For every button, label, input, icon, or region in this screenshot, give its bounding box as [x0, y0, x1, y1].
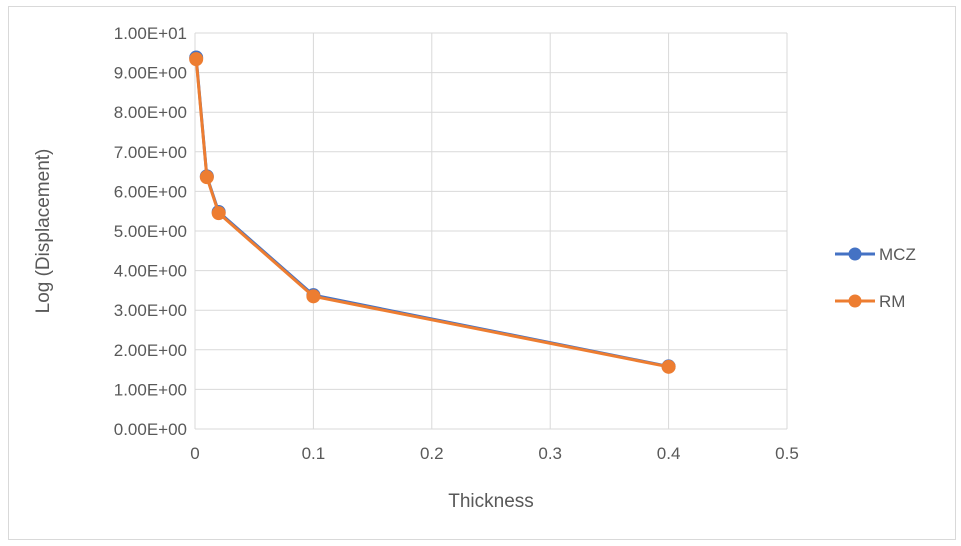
y-tick-label: 0.00E+00: [114, 420, 187, 439]
series-line-rm: [194, 59, 669, 369]
y-tick-label: 8.00E+00: [114, 103, 187, 122]
y-tick-label: 6.00E+00: [114, 182, 187, 201]
legend-label-mcz: MCZ: [879, 245, 916, 264]
x-tick-labels: 0 0.1 0.2 0.3 0.4 0.5: [190, 444, 799, 463]
gridlines: [194, 32, 788, 430]
series-group: [189, 50, 676, 374]
x-tick-label: 0.2: [420, 444, 444, 463]
legend-marker-rm: [848, 294, 862, 308]
y-tick-label: 4.00E+00: [114, 262, 187, 281]
chart-frame: 0.00E+00 1.00E+00 2.00E+00 3.00E+00 4.00E+00…: [8, 6, 956, 540]
y-tick-label: 1.00E+01: [114, 24, 187, 43]
y-tick-label: 3.00E+00: [114, 301, 187, 320]
y-axis-title: Log (Displacement): [33, 149, 54, 314]
y-tick-label: 1.00E+00: [114, 380, 187, 399]
data-point-rm: [199, 170, 214, 185]
x-tick-label: 0.1: [302, 444, 326, 463]
x-tick-label: 0.5: [775, 444, 799, 463]
y-tick-label: 7.00E+00: [114, 143, 187, 162]
x-axis-title: Thickness: [448, 491, 534, 512]
y-tick-label: 5.00E+00: [114, 222, 187, 241]
x-tick-label: 0.4: [657, 444, 681, 463]
legend: MCZ RM: [835, 245, 916, 311]
data-point-rm: [189, 52, 204, 67]
data-point-rm: [661, 359, 676, 374]
data-point-rm: [211, 206, 226, 221]
x-tick-label: 0: [190, 444, 199, 463]
chart-svg: 0.00E+00 1.00E+00 2.00E+00 3.00E+00 4.00E+00…: [33, 24, 916, 512]
x-tick-label: 0.3: [538, 444, 562, 463]
legend-marker-mcz: [848, 247, 862, 261]
y-tick-labels: 0.00E+00 1.00E+00 2.00E+00 3.00E+00 4.00E+00…: [114, 24, 187, 439]
y-tick-label: 9.00E+00: [114, 64, 187, 83]
legend-label-rm: RM: [879, 292, 905, 311]
data-point-rm: [306, 289, 321, 304]
y-tick-label: 2.00E+00: [114, 341, 187, 360]
